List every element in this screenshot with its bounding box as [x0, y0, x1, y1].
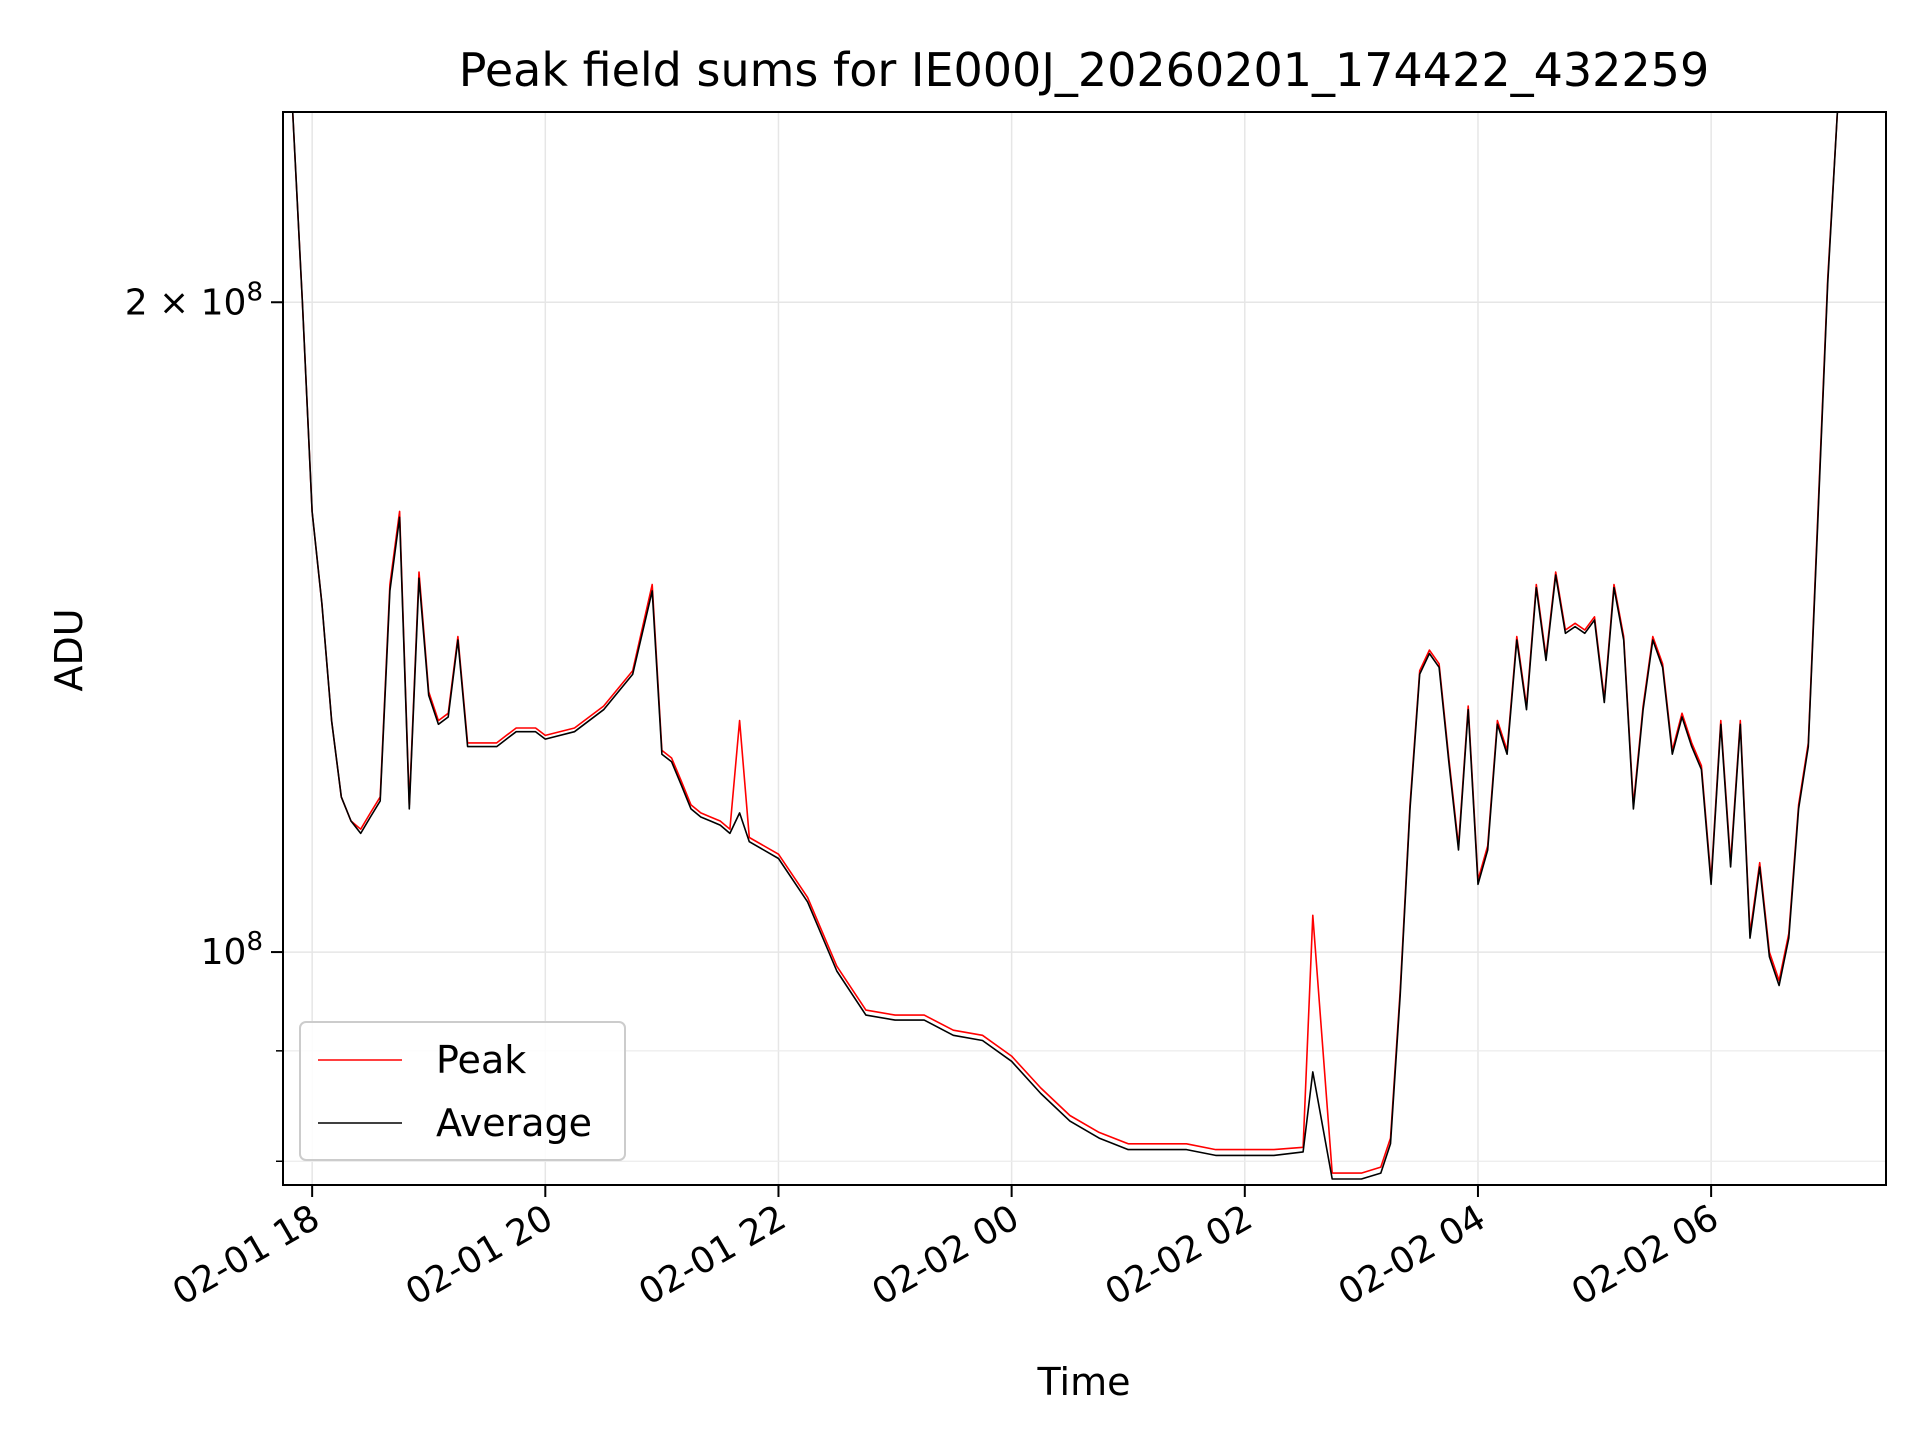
legend-label-peak: Peak [436, 1038, 526, 1082]
chart-title: Peak field sums for IE000J_20260201_1744… [459, 43, 1709, 97]
series-line-average [283, 111, 1877, 1180]
legend: Peak Average [299, 1021, 626, 1161]
axes-frame [282, 111, 1887, 1186]
plot-area [283, 111, 1877, 1180]
y-tick-label: 108 [201, 927, 263, 973]
y-axis-label: ADU [47, 608, 91, 691]
legend-box [299, 1021, 626, 1161]
grid [283, 112, 1886, 1185]
x-axis-label: Time [1037, 1360, 1131, 1404]
y-tick-label: 2 × 108 [125, 277, 263, 323]
series-line-peak [283, 111, 1877, 1174]
legend-label-average: Average [436, 1101, 592, 1145]
